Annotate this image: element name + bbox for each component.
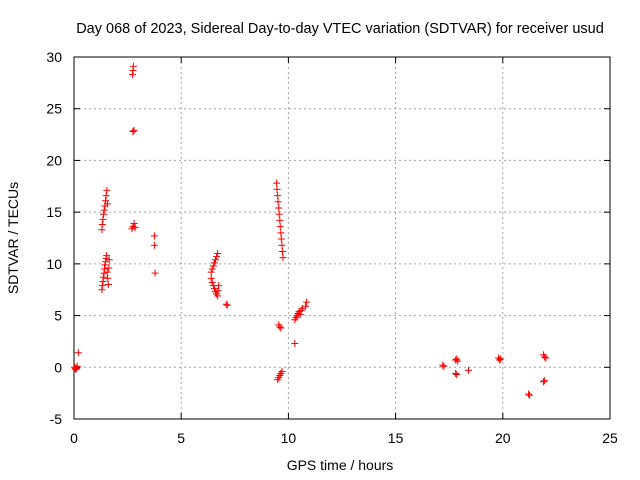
data-point-94 xyxy=(440,362,448,370)
data-point-91 xyxy=(302,302,310,310)
data-point-38 xyxy=(130,220,138,228)
data-point-15 xyxy=(103,252,111,260)
data-point-50 xyxy=(207,274,215,282)
data-point-71 xyxy=(278,241,286,249)
data-point-20 xyxy=(105,256,113,264)
x-tick-label-2: 10 xyxy=(281,430,297,446)
data-point-35 xyxy=(130,126,138,134)
data-point-73 xyxy=(279,254,287,262)
data-point-58 xyxy=(215,282,223,290)
data-point-25 xyxy=(100,206,108,214)
data-point-100 xyxy=(464,366,472,374)
x-tick-label-5: 25 xyxy=(602,430,618,446)
y-tick-label-0: -5 xyxy=(50,411,63,427)
y-tick-label-2: 5 xyxy=(54,308,62,324)
data-point-44 xyxy=(208,265,216,273)
data-point-60 xyxy=(223,301,231,309)
data-point-33 xyxy=(129,62,137,70)
grid-lines xyxy=(74,57,610,419)
data-point-104 xyxy=(525,390,533,398)
data-point-108 xyxy=(542,354,550,362)
data-point-27 xyxy=(102,197,110,205)
data-point-46 xyxy=(210,259,218,267)
data-point-42 xyxy=(151,269,159,277)
data-point-23 xyxy=(99,215,107,223)
y-axis-label: SDTVAR / TECUs xyxy=(5,182,21,294)
x-tick-label-3: 15 xyxy=(388,430,404,446)
data-point-76 xyxy=(277,324,285,332)
data-point-99 xyxy=(453,371,461,379)
data-point-72 xyxy=(278,247,286,255)
data-point-97 xyxy=(454,357,462,365)
data-point-68 xyxy=(276,223,284,231)
axis-ticks: 0 5 10 15 20 25 -5 0 5 10 15 20 25 30 xyxy=(46,49,618,446)
data-point-61 xyxy=(273,179,281,187)
data-point-34 xyxy=(129,127,137,135)
data-point-18 xyxy=(104,281,112,289)
data-point-67 xyxy=(276,216,284,224)
data-point-49 xyxy=(214,250,222,258)
data-point-47 xyxy=(212,256,220,264)
data-point-28 xyxy=(102,192,110,200)
data-point-41 xyxy=(150,241,158,249)
data-point-62 xyxy=(273,185,281,193)
data-point-22 xyxy=(98,221,106,229)
data-point-107 xyxy=(541,353,549,361)
data-point-64 xyxy=(274,198,282,206)
data-point-2 xyxy=(72,365,80,373)
data-point-65 xyxy=(275,204,283,212)
data-point-105 xyxy=(526,391,534,399)
data-point-110 xyxy=(541,377,549,385)
x-axis-label: GPS time / hours xyxy=(287,457,394,473)
x-tick-label-4: 20 xyxy=(495,430,511,446)
data-point-48 xyxy=(213,253,221,261)
data-point-102 xyxy=(496,356,504,364)
data-point-7 xyxy=(98,282,106,290)
data-point-88 xyxy=(296,311,304,319)
data-point-66 xyxy=(275,210,283,218)
data-point-40 xyxy=(150,232,158,240)
data-point-19 xyxy=(105,264,113,272)
y-tick-label-3: 10 xyxy=(46,256,62,272)
data-point-45 xyxy=(209,262,217,270)
data-point-93 xyxy=(439,361,447,369)
x-tick-label-1: 5 xyxy=(177,430,185,446)
data-point-81 xyxy=(278,367,286,375)
data-point-51 xyxy=(208,278,216,286)
data-point-103 xyxy=(497,355,505,363)
data-point-30 xyxy=(103,200,111,208)
data-point-57 xyxy=(214,287,222,295)
data-point-69 xyxy=(277,229,285,237)
data-point-16 xyxy=(103,268,111,276)
data-point-70 xyxy=(277,235,285,243)
data-point-53 xyxy=(210,285,218,293)
chart-title: Day 068 of 2023, Sidereal Day-to-day VTE… xyxy=(76,21,604,37)
data-point-9 xyxy=(99,273,107,281)
data-point-82 xyxy=(291,339,299,347)
y-tick-label-5: 20 xyxy=(46,152,62,168)
data-point-63 xyxy=(274,192,282,200)
data-point-13 xyxy=(102,258,110,266)
data-points xyxy=(71,62,550,399)
data-point-5 xyxy=(74,349,82,357)
data-point-75 xyxy=(276,323,284,331)
data-point-98 xyxy=(452,369,460,377)
data-point-29 xyxy=(103,186,111,194)
data-point-39 xyxy=(131,224,139,232)
data-point-24 xyxy=(100,210,108,218)
data-point-92 xyxy=(303,298,311,306)
data-point-17 xyxy=(104,274,112,282)
plot-border xyxy=(73,56,611,420)
data-point-43 xyxy=(207,268,215,276)
y-tick-label-6: 25 xyxy=(46,101,62,117)
y-tick-label-7: 30 xyxy=(46,49,62,65)
data-point-59 xyxy=(222,300,230,308)
data-point-4 xyxy=(73,362,81,370)
y-tick-label-4: 15 xyxy=(46,204,62,220)
data-point-109 xyxy=(540,378,548,386)
y-tick-label-1: 0 xyxy=(54,359,62,375)
x-tick-label-0: 0 xyxy=(70,430,78,446)
